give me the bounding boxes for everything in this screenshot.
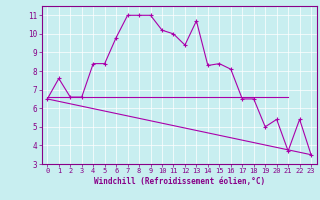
X-axis label: Windchill (Refroidissement éolien,°C): Windchill (Refroidissement éolien,°C) [94, 177, 265, 186]
